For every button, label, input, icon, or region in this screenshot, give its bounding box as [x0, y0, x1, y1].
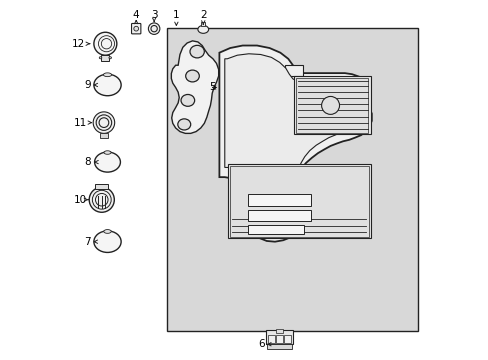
- FancyBboxPatch shape: [230, 166, 368, 237]
- Circle shape: [89, 187, 114, 212]
- Text: 2: 2: [200, 10, 206, 20]
- Ellipse shape: [185, 70, 199, 82]
- Ellipse shape: [181, 94, 194, 106]
- FancyBboxPatch shape: [131, 23, 141, 34]
- FancyBboxPatch shape: [267, 335, 275, 342]
- Ellipse shape: [103, 230, 111, 233]
- Circle shape: [321, 96, 339, 114]
- FancyBboxPatch shape: [247, 210, 310, 221]
- FancyBboxPatch shape: [265, 330, 292, 344]
- Text: 1: 1: [173, 10, 179, 20]
- Circle shape: [148, 23, 160, 35]
- FancyBboxPatch shape: [247, 194, 310, 206]
- FancyBboxPatch shape: [247, 225, 303, 234]
- Circle shape: [96, 115, 111, 130]
- Circle shape: [134, 26, 138, 31]
- FancyBboxPatch shape: [95, 184, 108, 189]
- FancyBboxPatch shape: [293, 76, 370, 134]
- FancyBboxPatch shape: [101, 55, 109, 61]
- FancyBboxPatch shape: [201, 22, 205, 26]
- Polygon shape: [171, 41, 218, 134]
- Ellipse shape: [104, 151, 111, 154]
- Text: 8: 8: [84, 157, 91, 167]
- Ellipse shape: [94, 152, 120, 172]
- Text: 11: 11: [74, 118, 87, 128]
- Polygon shape: [224, 54, 359, 224]
- FancyBboxPatch shape: [167, 28, 418, 330]
- FancyBboxPatch shape: [276, 335, 283, 342]
- Circle shape: [151, 26, 157, 32]
- FancyBboxPatch shape: [296, 78, 367, 134]
- Ellipse shape: [190, 45, 204, 58]
- Ellipse shape: [94, 231, 121, 252]
- FancyBboxPatch shape: [284, 335, 290, 342]
- FancyBboxPatch shape: [100, 134, 107, 138]
- Text: 9: 9: [84, 80, 91, 90]
- Polygon shape: [219, 45, 371, 242]
- FancyBboxPatch shape: [276, 329, 283, 333]
- Ellipse shape: [103, 73, 111, 77]
- Text: 6: 6: [258, 339, 264, 349]
- FancyBboxPatch shape: [228, 163, 370, 238]
- Ellipse shape: [109, 57, 111, 59]
- Text: 3: 3: [150, 10, 157, 20]
- Ellipse shape: [178, 119, 190, 130]
- Text: 4: 4: [133, 10, 139, 20]
- Ellipse shape: [94, 74, 121, 96]
- Ellipse shape: [99, 57, 102, 59]
- Text: 5: 5: [209, 82, 216, 93]
- Text: 7: 7: [84, 237, 91, 247]
- FancyBboxPatch shape: [267, 344, 291, 348]
- Text: 10: 10: [74, 195, 87, 205]
- FancyBboxPatch shape: [284, 65, 302, 76]
- Circle shape: [94, 32, 117, 55]
- Text: 12: 12: [72, 39, 85, 49]
- Ellipse shape: [198, 26, 208, 33]
- Circle shape: [99, 118, 108, 127]
- Circle shape: [93, 112, 115, 134]
